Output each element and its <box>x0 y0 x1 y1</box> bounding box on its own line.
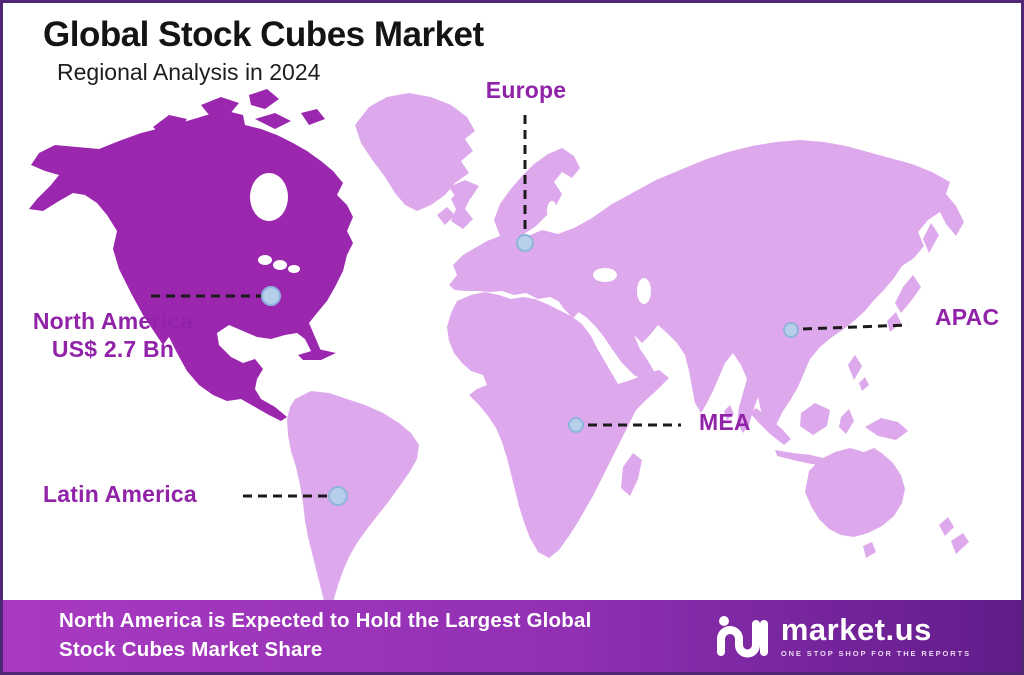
arctic-islands <box>153 89 325 135</box>
tasmania-region <box>863 542 876 558</box>
page-subtitle: Regional Analysis in 2024 <box>57 59 321 85</box>
scandinavia-region <box>494 148 580 238</box>
apac-leader-line <box>802 323 909 331</box>
africa-region <box>447 292 669 558</box>
north-america-label-value: US$ 2.7 Bn <box>51 336 175 363</box>
mea-label: MEA <box>699 409 751 435</box>
brand-logo: market.us ONE STOP SHOP FOR THE REPORTS <box>716 612 971 660</box>
brand-name: market.us <box>780 612 932 647</box>
cuba-region <box>298 349 336 360</box>
europe-marker <box>516 234 534 252</box>
north-america-label-name: North America <box>32 308 194 334</box>
world-map <box>29 89 969 609</box>
australia-region <box>805 448 905 537</box>
japan-south-region <box>887 312 901 332</box>
ireland-region <box>437 207 455 225</box>
latin-america-marker <box>328 486 348 506</box>
water-cutouts <box>250 173 651 304</box>
apac-marker <box>783 322 799 338</box>
footer-headline: North America is Expected to Hold the La… <box>59 607 592 664</box>
footer-headline-line1: North America is Expected to Hold the La… <box>59 609 592 633</box>
philippines-south-region <box>859 377 869 391</box>
page-title: Global Stock Cubes Market <box>43 15 484 54</box>
brand-tagline: ONE STOP SHOP FOR THE REPORTS <box>780 649 971 658</box>
sri-lanka-region <box>724 405 734 420</box>
north-america-region <box>29 111 353 421</box>
uk-region <box>451 189 473 229</box>
latin-america-label: Latin America <box>43 481 197 507</box>
new-zealand-south-region <box>951 533 969 554</box>
brand-text: market.us ONE STOP SHOP FOR THE REPORTS <box>781 614 971 658</box>
new-guinea-region <box>865 418 908 440</box>
borneo-region <box>800 403 830 435</box>
sulawesi-region <box>839 409 854 434</box>
new-zealand-north-region <box>939 517 954 536</box>
italy-region <box>557 294 579 318</box>
leader-lines <box>151 115 909 498</box>
south-america-region <box>287 391 419 609</box>
footer-banner: North America is Expected to Hold the La… <box>3 600 1021 672</box>
highlight-region-north-america <box>29 89 353 421</box>
greece-region <box>595 300 611 318</box>
java-region <box>775 450 823 465</box>
europe-label: Europe <box>485 77 567 103</box>
japan-region <box>895 275 921 313</box>
north-america-label: North America US$ 2.7 Bn <box>11 307 215 363</box>
sakhalin-region <box>923 223 939 253</box>
madagascar-region <box>621 453 642 496</box>
sumatra-region <box>750 408 791 445</box>
mea-marker <box>568 417 584 433</box>
footer-headline-line2: Stock Cubes Market Share <box>59 638 323 661</box>
map-markers <box>261 234 799 506</box>
eurasia-region <box>449 140 964 433</box>
greenland-region <box>355 93 475 211</box>
north-america-marker <box>261 286 281 306</box>
philippines-region <box>848 355 862 380</box>
base-regions <box>287 93 969 609</box>
apac-label: APAC <box>935 304 1000 330</box>
header: Global Stock Cubes Market Regional Analy… <box>43 15 484 86</box>
marketus-logo-icon <box>716 616 768 658</box>
